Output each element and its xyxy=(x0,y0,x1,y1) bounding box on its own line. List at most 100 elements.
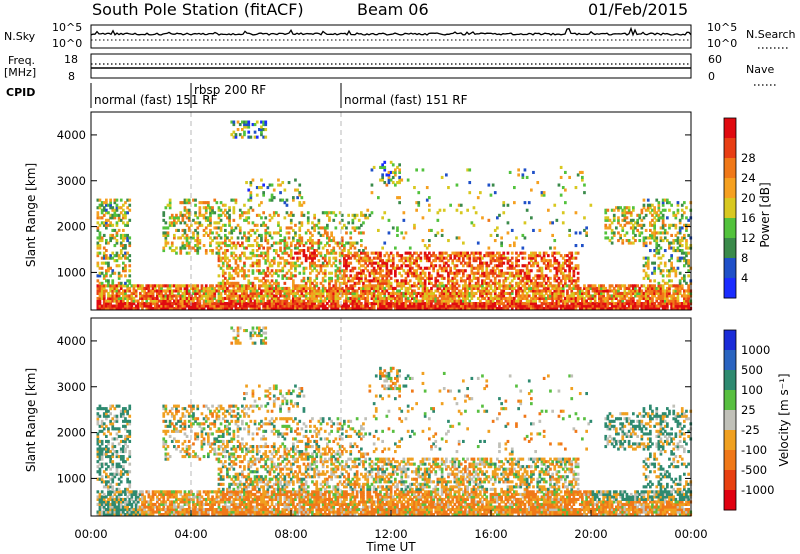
heatmap-cell xyxy=(166,302,170,306)
heatmap-cell xyxy=(504,286,508,290)
heatmap-cell xyxy=(215,302,219,306)
heatmap-cell xyxy=(343,223,346,227)
heatmap-cell xyxy=(253,261,257,265)
heatmap-cell xyxy=(289,256,293,260)
heatmap-cell xyxy=(211,299,214,303)
heatmap-cell xyxy=(629,307,633,311)
heatmap-cell xyxy=(96,264,100,268)
heatmap-cell xyxy=(181,294,185,298)
heatmap-cell xyxy=(98,246,102,250)
heatmap-cell xyxy=(462,284,465,288)
heatmap-cell xyxy=(117,271,121,275)
heatmap-cell xyxy=(243,302,246,306)
heatmap-cell xyxy=(147,294,151,298)
heatmap-cell xyxy=(676,307,680,311)
heatmap-cell xyxy=(472,206,476,210)
heatmap-cell xyxy=(243,218,246,222)
heatmap-cell xyxy=(532,299,535,303)
heatmap-cell xyxy=(683,259,686,263)
freq-tick-bottom: 8 xyxy=(68,70,75,83)
heatmap-cell xyxy=(417,264,421,268)
heatmap-cell xyxy=(124,216,127,220)
heatmap-cell xyxy=(561,261,565,265)
heatmap-cell xyxy=(538,304,542,308)
heatmap-cell xyxy=(360,213,363,217)
heatmap-cell xyxy=(336,304,340,308)
heatmap-cell xyxy=(328,261,331,265)
heatmap-cell xyxy=(672,289,676,293)
heatmap-cell xyxy=(472,251,476,255)
heatmap-cell xyxy=(462,291,465,295)
heatmap-cell xyxy=(236,289,240,293)
heatmap-cell xyxy=(525,286,529,290)
heatmap-cell xyxy=(245,246,248,250)
heatmap-cell xyxy=(279,246,282,250)
heatmap-cell xyxy=(517,307,520,311)
heatmap-cell xyxy=(581,289,584,293)
heatmap-cell xyxy=(617,289,620,293)
heatmap-cell xyxy=(258,213,261,217)
heatmap-cell xyxy=(455,264,459,268)
heatmap-cell xyxy=(149,296,153,300)
heatmap-cell xyxy=(468,254,472,258)
heatmap-cell xyxy=(398,296,401,300)
heatmap-cell xyxy=(279,249,282,253)
heatmap-cell xyxy=(510,284,514,288)
heatmap-cell xyxy=(317,289,321,293)
heatmap-cell xyxy=(670,294,673,298)
heatmap-cell xyxy=(447,259,450,263)
heatmap-cell xyxy=(187,294,191,298)
heatmap-cell xyxy=(498,291,501,295)
heatmap-cell xyxy=(396,307,399,311)
heatmap-cell xyxy=(432,296,435,300)
heatmap-cell xyxy=(421,284,425,288)
heatmap-cell xyxy=(612,294,616,298)
heatmap-cell xyxy=(517,291,520,295)
heatmap-cell xyxy=(532,291,535,295)
heatmap-cell xyxy=(113,284,117,288)
heatmap-cell xyxy=(570,266,574,270)
heatmap-cell xyxy=(513,266,516,270)
heatmap-cell xyxy=(309,291,312,295)
heatmap-cell xyxy=(419,294,423,298)
heatmap-cell xyxy=(304,259,308,263)
heatmap-cell xyxy=(179,201,183,205)
heatmap-cell xyxy=(632,208,635,212)
heatmap-cell xyxy=(243,246,246,250)
heatmap-cell xyxy=(415,304,418,308)
heatmap-cell xyxy=(445,299,448,303)
heatmap-cell xyxy=(394,266,397,270)
heatmap-cell xyxy=(264,231,268,235)
heatmap-cell xyxy=(542,279,546,283)
heatmap-cell xyxy=(523,276,527,280)
heatmap-cell xyxy=(107,218,110,222)
heatmap-cell xyxy=(455,271,459,275)
heatmap-cell xyxy=(638,216,642,220)
heatmap-cell xyxy=(111,279,115,283)
heatmap-cell xyxy=(238,284,242,288)
heatmap-cell xyxy=(387,178,391,182)
heatmap-cell xyxy=(680,239,684,243)
heatmap-cell xyxy=(402,269,406,273)
heatmap-cell xyxy=(593,289,597,293)
heatmap-cell xyxy=(474,304,478,308)
heatmap-cell xyxy=(464,279,467,283)
heatmap-cell xyxy=(408,266,412,270)
heatmap-cell xyxy=(629,213,633,217)
heatmap-cell xyxy=(311,307,314,311)
heatmap-cell xyxy=(540,266,544,270)
heatmap-cell xyxy=(455,251,459,255)
heatmap-cell xyxy=(385,251,389,255)
heatmap-cell xyxy=(228,223,231,227)
heatmap-cell xyxy=(408,291,412,295)
heatmap-cell xyxy=(387,254,391,258)
heatmap-cell xyxy=(224,233,227,237)
heatmap-cell xyxy=(264,254,268,258)
heatmap-cell xyxy=(196,231,200,235)
heatmap-cell xyxy=(530,259,533,263)
heatmap-cell xyxy=(243,271,246,275)
heatmap-cell xyxy=(287,289,291,293)
heatmap-cell xyxy=(606,304,610,308)
heatmap-cell xyxy=(349,231,353,235)
heatmap-cell xyxy=(585,233,588,237)
